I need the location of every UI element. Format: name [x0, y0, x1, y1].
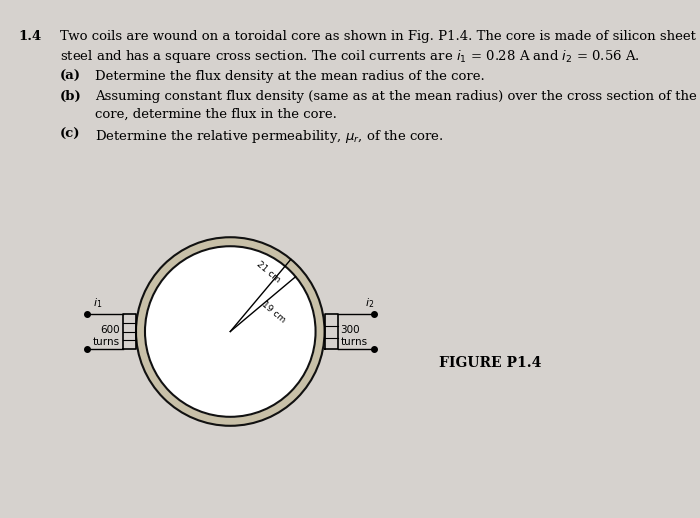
Circle shape — [145, 246, 316, 417]
Text: $i_1$: $i_1$ — [93, 296, 103, 310]
Text: Assuming constant flux density (same as at the mean radius) over the cross secti: Assuming constant flux density (same as … — [95, 90, 696, 103]
Text: steel and has a square cross section. The coil currents are $i_1$ = 0.28 A and $: steel and has a square cross section. Th… — [60, 48, 640, 65]
Text: 1.4: 1.4 — [18, 30, 41, 43]
Text: core, determine the flux in the core.: core, determine the flux in the core. — [95, 108, 337, 121]
Circle shape — [136, 237, 325, 426]
Text: 21 cm: 21 cm — [254, 260, 281, 284]
Text: (c): (c) — [60, 128, 80, 141]
Text: 600
turns: 600 turns — [93, 325, 120, 347]
Text: Determine the relative permeability, $\mu_r$, of the core.: Determine the relative permeability, $\m… — [95, 128, 444, 145]
Text: $i_2$: $i_2$ — [365, 296, 374, 310]
Text: (a): (a) — [60, 70, 81, 83]
Text: Two coils are wound on a toroidal core as shown in Fig. P1.4. The core is made o: Two coils are wound on a toroidal core a… — [60, 30, 696, 43]
Text: FIGURE P1.4: FIGURE P1.4 — [439, 356, 541, 370]
Text: Determine the flux density at the mean radius of the core.: Determine the flux density at the mean r… — [95, 70, 484, 83]
Text: 19 cm: 19 cm — [260, 300, 287, 325]
Text: 300
turns: 300 turns — [340, 325, 368, 347]
Text: (b): (b) — [60, 90, 82, 103]
